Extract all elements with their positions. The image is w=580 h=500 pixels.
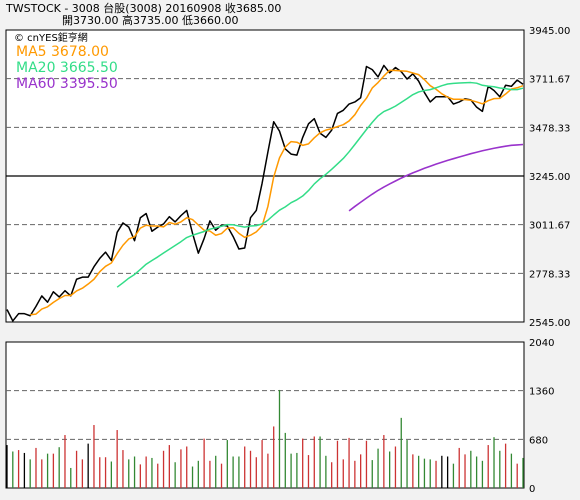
volume-gridlines	[6, 390, 524, 440]
header-line1: TWSTOCK - 3008 台股(3008) 20160908 收3685.0…	[5, 1, 281, 15]
legend-ma20: MA20 3665.50	[16, 60, 118, 76]
legend-brand: © cnYES鉅亨網	[14, 31, 88, 44]
ma20-line	[116, 81, 524, 288]
price-tick-label: 3945.00	[529, 26, 570, 37]
price-tick-label: 3711.67	[529, 75, 570, 86]
ma60-line	[348, 143, 524, 212]
header-line2: 開3730.00 高3735.00 低3660.00	[62, 13, 238, 27]
volume-bars	[6, 389, 524, 488]
price-line	[6, 64, 524, 322]
ma5-line	[30, 69, 524, 316]
price-tick-label: 3478.33	[529, 123, 570, 134]
volume-tick-label: 1360	[529, 387, 554, 398]
price-tick-label: 2545.00	[529, 318, 570, 329]
volume-tick-label: 2040	[529, 338, 554, 349]
volume-axis: 2040 1360 680 0	[529, 338, 554, 495]
volume-panel	[5, 341, 525, 489]
price-tick-label: 3245.00	[529, 172, 570, 183]
price-tick-label: 3011.67	[529, 221, 570, 232]
legend-ma60: MA60 3395.50	[16, 76, 118, 92]
volume-tick-label: 0	[529, 484, 535, 495]
price-series	[6, 64, 524, 322]
price-axis: 3945.00 3711.67 3478.33 3245.00 3011.67 2778.…	[529, 26, 570, 329]
volume-tick-label: 680	[529, 435, 548, 446]
price-tick-label: 2778.33	[529, 269, 570, 280]
price-gridlines	[6, 78, 524, 274]
legend-ma5: MA5 3678.00	[16, 44, 109, 60]
